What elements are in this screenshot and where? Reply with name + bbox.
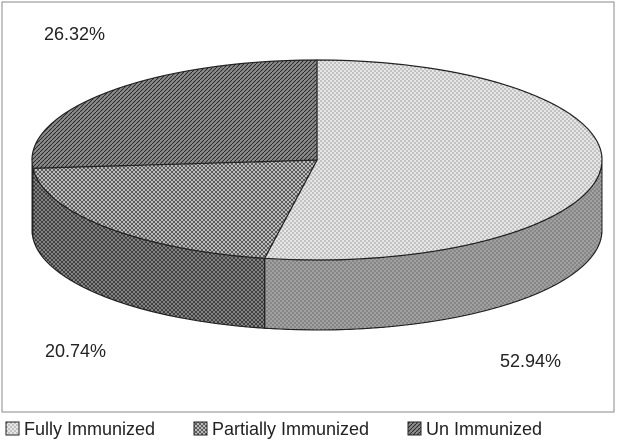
legend-label: Partially Immunized [212, 419, 369, 439]
data-label: 26.32% [44, 24, 105, 44]
legend-swatch [193, 421, 208, 436]
slice [263, 59, 603, 261]
data-label: 52.94% [500, 351, 561, 371]
slice-side-shade [31, 159, 34, 239]
plot-frame [1, 1, 615, 413]
legend-swatch [407, 421, 422, 436]
slice [31, 59, 318, 169]
legend-label: Fully Immunized [24, 419, 155, 439]
legend-label: Un Immunized [426, 419, 542, 439]
data-label: 20.74% [45, 341, 106, 361]
legend-swatch [5, 421, 20, 436]
slice [32, 159, 319, 259]
